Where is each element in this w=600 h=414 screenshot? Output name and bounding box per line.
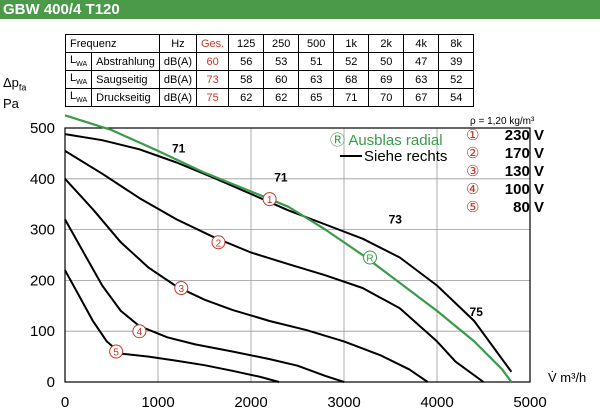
table-row: LWA Saugseitig dB(A) 73 58 60 63 68 69 6… bbox=[64, 70, 475, 89]
legend-entry-radial: Ⓡ Ausblas radial bbox=[330, 132, 443, 149]
speed-label: 170 V bbox=[505, 145, 544, 162]
x-tick-label: 2000 bbox=[234, 394, 267, 411]
y-axis-label: Δpfa Pa bbox=[3, 75, 27, 111]
cell: 69 bbox=[368, 70, 405, 89]
speed-label: 230 V bbox=[505, 127, 544, 144]
curve-marker-label: 2 bbox=[216, 238, 222, 249]
cell: 53 bbox=[263, 52, 300, 71]
cell: 39 bbox=[438, 52, 475, 71]
cell: 62 bbox=[228, 88, 265, 107]
cell: 60 bbox=[263, 70, 300, 89]
curve-marker-label: 4 bbox=[137, 327, 143, 338]
y-tick-label: 100 bbox=[30, 323, 55, 340]
speed-symbol: ③ bbox=[466, 163, 479, 180]
lwa-label: LWA bbox=[64, 88, 93, 107]
db-annotation: 75 bbox=[470, 305, 484, 319]
row-unit: dB(A) bbox=[158, 88, 198, 107]
series-line bbox=[64, 269, 280, 383]
x-axis-label: V̇ m³/h bbox=[548, 370, 586, 385]
series-line bbox=[64, 133, 513, 373]
speed-symbol: ② bbox=[466, 145, 479, 162]
speed-symbol: ⑤ bbox=[466, 199, 479, 216]
cell: 52 bbox=[438, 70, 475, 89]
curve-marker-label: 1 bbox=[267, 195, 273, 206]
x-tick-label: 0 bbox=[61, 394, 69, 411]
curve-marker-label: 5 bbox=[113, 348, 119, 359]
db-annotation: 71 bbox=[274, 170, 288, 184]
curve-marker bbox=[109, 344, 124, 359]
density-note: ρ = 1,20 kg/m³ bbox=[470, 116, 535, 127]
y-tick-label: 200 bbox=[30, 272, 55, 289]
curve-marker-label: 3 bbox=[178, 284, 184, 295]
sound-table: Frequenz Hz Ges. 125 250 500 1k 2k 4k 8k… bbox=[64, 34, 475, 107]
x-tick-label: 3000 bbox=[327, 394, 360, 411]
lwa-label: LWA bbox=[64, 52, 93, 71]
series-line bbox=[64, 114, 513, 383]
y-tick-label: 400 bbox=[30, 171, 55, 188]
db-annotation: 73 bbox=[389, 213, 403, 227]
speed-label: 80 V bbox=[513, 199, 544, 216]
plot-frame bbox=[64, 127, 531, 383]
curve-marker bbox=[211, 235, 226, 250]
speed-symbol: ④ bbox=[466, 181, 479, 198]
speed-label: 100 V bbox=[505, 181, 544, 198]
x-tick-label: 4000 bbox=[420, 394, 453, 411]
series-line bbox=[64, 178, 429, 383]
x-tick-label: 5000 bbox=[513, 394, 546, 411]
curve-marker bbox=[132, 324, 147, 339]
speed-symbol: ① bbox=[466, 127, 479, 144]
x-tick-label: 1000 bbox=[141, 394, 174, 411]
series-line bbox=[64, 218, 345, 383]
curve-marker bbox=[174, 281, 189, 296]
row-name: Druckseitig bbox=[91, 88, 160, 107]
cell: 54 bbox=[438, 88, 475, 107]
y-tick-label: 0 bbox=[47, 374, 55, 391]
curve-marker-label: R bbox=[366, 254, 373, 265]
y-tick-label: 300 bbox=[30, 222, 55, 239]
legend-entry-siehe: Siehe rechts bbox=[364, 148, 447, 165]
header-title: GBW 400/4 T120 bbox=[0, 0, 600, 19]
table-row: LWA Abstrahlung dB(A) 60 56 53 51 52 50 … bbox=[64, 52, 475, 71]
speed-label: 130 V bbox=[505, 163, 544, 180]
db-annotation: 71 bbox=[172, 141, 186, 155]
cell: 67 bbox=[403, 88, 440, 107]
curve-marker bbox=[262, 192, 277, 207]
y-tick-label: 500 bbox=[30, 120, 55, 137]
curve-marker bbox=[363, 250, 378, 265]
lwa-label: LWA bbox=[64, 70, 93, 89]
row-ges: 75 bbox=[195, 88, 230, 107]
row-name: Saugseitig bbox=[91, 70, 160, 89]
series-line bbox=[64, 150, 485, 383]
table-row: LWA Druckseitig dB(A) 75 62 62 65 71 70 … bbox=[64, 88, 475, 107]
